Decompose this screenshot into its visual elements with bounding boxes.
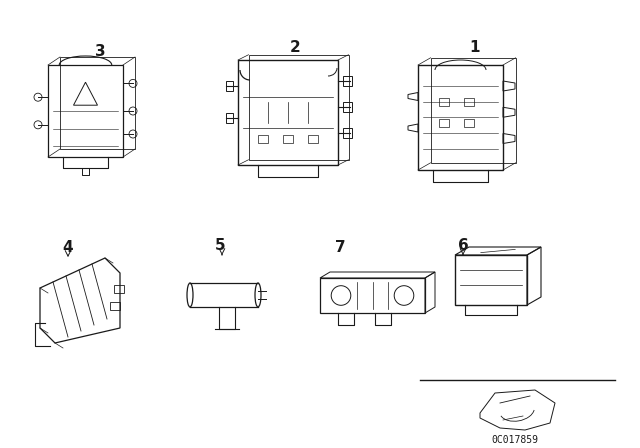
Text: 6: 6 — [458, 238, 468, 254]
Text: 4: 4 — [63, 240, 74, 254]
Text: 5: 5 — [214, 238, 225, 254]
Text: 7: 7 — [335, 240, 346, 254]
Text: 0C017859: 0C017859 — [492, 435, 538, 445]
Text: 3: 3 — [95, 44, 106, 60]
Text: 1: 1 — [470, 39, 480, 55]
Text: 2: 2 — [290, 39, 300, 55]
